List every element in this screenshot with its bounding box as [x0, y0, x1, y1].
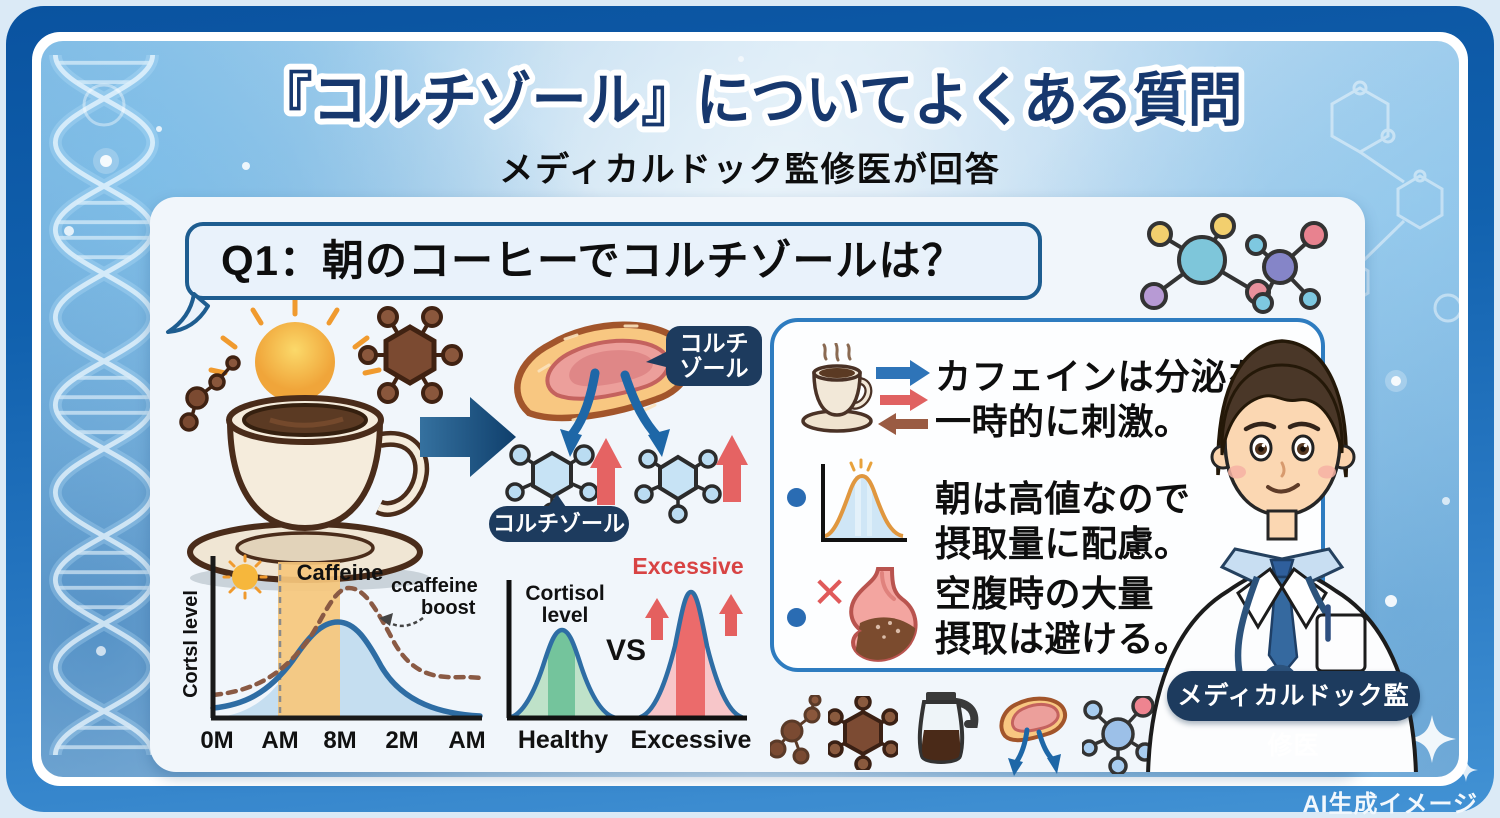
big-right-arrow-icon: [420, 397, 516, 477]
chart-sun-icon: [222, 554, 268, 600]
doctor-illustration: [1146, 339, 1418, 772]
bullet-dot: [787, 608, 806, 627]
chart1-annotation-line2: boost: [421, 597, 476, 619]
doctor-badge: メディカルドック監修医: [1167, 671, 1420, 760]
cortisol-callout-bottom-label: コルチゾール: [492, 510, 625, 536]
panel-point-3-line-1: 空腹時の大量: [935, 573, 1155, 614]
chart2-title: Excessive: [632, 553, 743, 579]
ai-generated-note: AI生成イメージ: [1302, 791, 1478, 818]
chart2-category: Excessive: [631, 726, 752, 754]
small-brown-molecule-icon: [770, 695, 822, 765]
page-title-wrap: 『コルチゾール』についてよくある質問: [252, 62, 1249, 139]
coffee-cup-icon: [187, 395, 430, 583]
chart1-annotation-line1: ccaffeine: [391, 575, 478, 597]
question-bubble-tail: [166, 292, 210, 334]
cortisol-callout-bottom: コルチゾール: [489, 506, 629, 542]
healthy-vs-excessive-chart: Excessive Cortisol level VS Healthy Exce…: [506, 553, 752, 754]
molecule-network-art: [1330, 80, 1463, 323]
chart2-category: Healthy: [518, 726, 608, 754]
panel-point-1-line-1: カフェインは分泌を: [935, 356, 1264, 397]
panel-point-2-line-1: 朝は高値なので: [935, 478, 1191, 519]
up-arrow-icon: [719, 594, 743, 636]
panel-point-1-line-2: 一時的に刺激。: [935, 401, 1191, 442]
cortisol-rhythm-chart: Caffeine ccaffeine boost Cortsl level 0M…: [183, 554, 485, 754]
steaming-coffee-cup-icon: [801, 343, 873, 433]
chart1-tick: AM: [261, 727, 298, 754]
secretion-arrows-icon: [560, 368, 670, 457]
cortisol-callout-top-tail: [646, 350, 670, 368]
chart2-ylabel-line1: Cortisol: [525, 582, 604, 605]
chart2-vs-label: VS: [606, 634, 646, 667]
page-subtitle: メディカルドック監修医が回答: [499, 151, 1001, 189]
page-title: 『コルチゾール』についてよくある質問: [258, 68, 1243, 133]
adrenal-gland-illustration: [514, 321, 693, 422]
question-bubble: Q1：朝のコーヒーでコルチゾールは？: [185, 222, 1042, 300]
chart1-title: Caffeine: [297, 560, 384, 585]
stomach-icon: [849, 567, 918, 662]
morning-peak-curve-icon: [821, 458, 907, 542]
sun-icon: [255, 322, 335, 402]
coffee-carafe-icon: [917, 692, 979, 764]
chart1-tick: AM: [448, 727, 485, 754]
sun-icon: [208, 300, 382, 376]
chart1-tick: 2M: [385, 727, 418, 754]
blue-red-molecule-icon: [1082, 696, 1154, 774]
exchange-arrows-icon: [876, 360, 930, 435]
colorful-molecules-icon: [1140, 213, 1328, 314]
cortisol-callout-top-line1: コルチ: [679, 329, 749, 356]
chart1-ylabel: Cortsl level: [183, 590, 202, 698]
panel-point-3-line-2: 摂取は避ける。: [935, 618, 1191, 659]
bullet-dot: [787, 488, 806, 507]
cortisol-callout-top: コルチ ゾール: [666, 326, 762, 386]
doctor-eyes: [1249, 434, 1315, 462]
up-arrow-icon: [645, 598, 669, 640]
panel-point-2-line-2: 摂取量に配慮。: [935, 523, 1191, 564]
chart1-tick: 0M: [200, 727, 233, 754]
cortisol-callout-top-line2: ゾール: [679, 355, 749, 381]
chart1-tick: 8M: [323, 727, 356, 754]
adrenal-gland-small-icon: [999, 696, 1067, 776]
small-molecule-icon: [179, 355, 241, 432]
caffeine-molecule-icon: [828, 696, 898, 770]
up-arrow-icon: [590, 438, 622, 505]
x-mark-icon: ✕: [812, 569, 848, 616]
up-arrow-icon: [716, 435, 748, 502]
caffeine-molecule-icon: [358, 306, 463, 404]
chart2-ylabel-line2: level: [542, 604, 589, 627]
